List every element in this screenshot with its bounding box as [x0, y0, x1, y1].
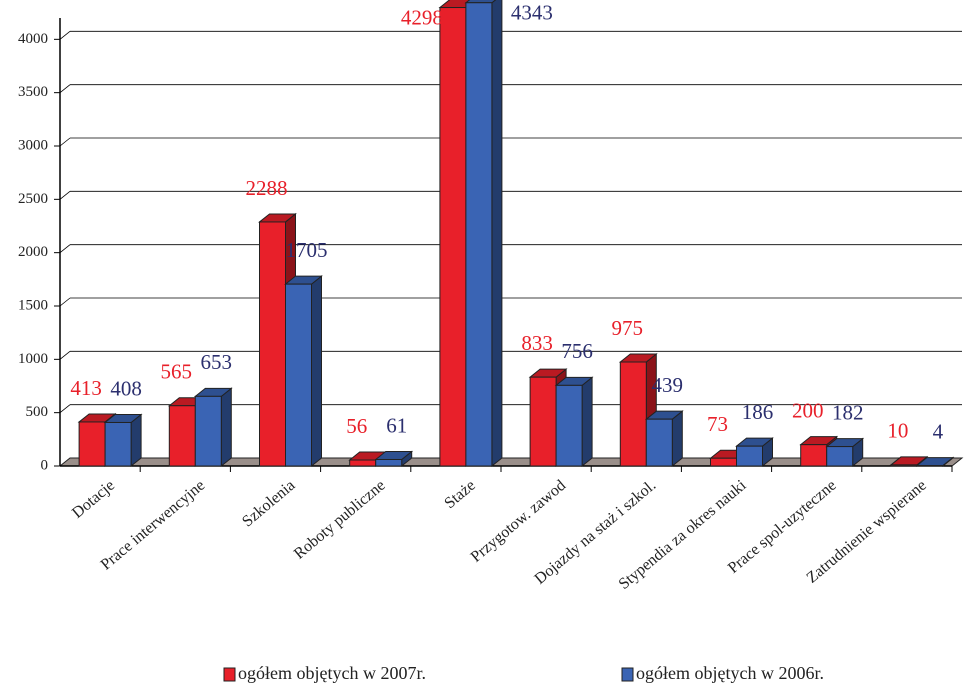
legend-swatch [621, 667, 634, 682]
value-label: 408 [110, 376, 142, 400]
bar [645, 418, 673, 467]
value-label: 413 [70, 376, 102, 400]
y-tick-label: 2500 [18, 191, 48, 207]
bar [349, 459, 377, 467]
x-tick-label: Roboty publiczne [291, 477, 389, 563]
value-label: 61 [386, 413, 407, 437]
bar-side [671, 410, 683, 468]
value-label: 756 [561, 339, 593, 363]
bar [826, 446, 854, 467]
grid-line [59, 84, 71, 93]
bar [259, 221, 286, 467]
y-tick-label: 3000 [18, 137, 48, 153]
bar [555, 384, 583, 467]
bar [736, 445, 763, 467]
value-label: 182 [832, 400, 864, 424]
bar [78, 421, 106, 467]
y-tick-label: 500 [26, 404, 49, 420]
grid-line [59, 191, 71, 200]
y-tick-label: 1000 [18, 351, 48, 367]
y-tick-label: 1500 [18, 297, 48, 313]
y-tick-label: 2000 [18, 244, 48, 260]
value-label: 439 [652, 373, 684, 397]
bar-side [581, 376, 593, 468]
bar [104, 421, 132, 467]
value-label: 1705 [286, 238, 328, 262]
bar-side [130, 413, 142, 468]
bar [800, 444, 828, 467]
value-label: 10 [887, 419, 908, 443]
bar-side [491, 0, 503, 468]
value-label: 200 [792, 398, 824, 422]
value-label: 4343 [511, 1, 553, 25]
bar [285, 283, 312, 467]
bar [465, 2, 493, 467]
value-label: 186 [742, 400, 774, 424]
grid-line [59, 244, 71, 253]
bar [168, 405, 196, 467]
x-tick-label: Staże [441, 477, 478, 512]
y-tick-label: 3500 [18, 84, 48, 100]
grid-line [59, 31, 71, 40]
grid-line [59, 404, 71, 413]
bar-side [220, 387, 232, 468]
bar [619, 361, 647, 467]
bar-side [311, 275, 322, 468]
x-tick-label: Przygotow. zawod [468, 477, 569, 566]
legend-swatch [223, 667, 236, 682]
bar [529, 376, 557, 467]
bar [375, 458, 403, 467]
grid-line [59, 351, 71, 360]
value-label: 653 [201, 350, 233, 374]
value-label: 833 [521, 331, 553, 355]
value-label: 565 [161, 360, 193, 384]
bar [890, 464, 918, 467]
y-tick-label: 0 [41, 457, 49, 473]
legend-label: ogółem objętych w 2006r. [636, 663, 824, 683]
legend-label: ogółem objętych w 2007r. [238, 663, 426, 683]
grid-line [59, 297, 71, 307]
x-tick-label: Dotacje [69, 477, 118, 522]
bar [439, 7, 467, 467]
bar [194, 395, 222, 467]
grid-line [59, 137, 71, 147]
value-label: 4298 [401, 5, 443, 29]
value-label: 4 [933, 419, 944, 443]
value-label: 73 [707, 412, 728, 436]
x-tick-label: Szkolenia [239, 477, 298, 531]
value-label: 2288 [246, 176, 288, 200]
value-label: 975 [612, 316, 644, 340]
y-tick-label: 4000 [18, 31, 48, 47]
bar [710, 457, 737, 467]
value-label: 56 [346, 414, 367, 438]
